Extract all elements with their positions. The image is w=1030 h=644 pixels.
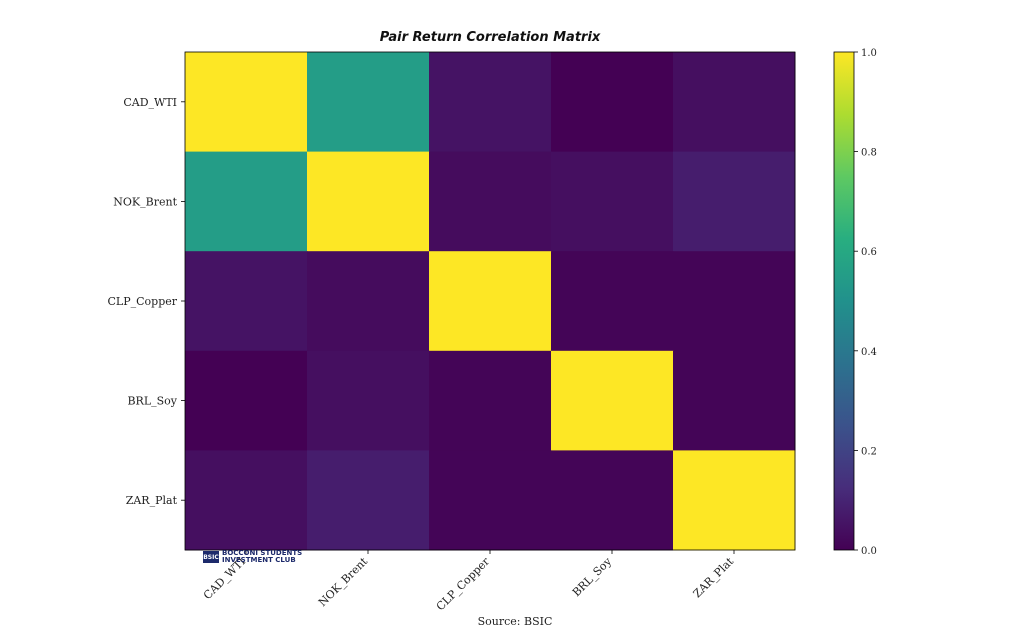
heatmap-cell-brl_soy-brl_soy [551,350,674,451]
logo-text: BOCCONI STUDENTS INVESTMENT CLUB [222,550,302,564]
heatmap-cell-cad_wti-brl_soy [551,52,674,153]
colorbar-tick-label: 1.0 [861,48,877,59]
logo-line-1: BOCCONI STUDENTS [222,549,303,557]
colorbar-tick-label: 0.6 [861,247,877,258]
heatmap-cell-cad_wti-zar_plat [673,52,796,153]
heatmap-cells [185,52,796,551]
colorbar-tick-label: 0.8 [861,148,877,159]
logo-mark: BSIC [203,551,219,563]
heatmap-cell-zar_plat-zar_plat [673,450,796,551]
heatmap-cell-zar_plat-clp_copper [429,450,552,551]
heatmap-cell-cad_wti-nok_brent [307,52,430,153]
colorbar [833,51,855,551]
y-tick-label: ZAR_Plat [126,494,178,507]
heatmap-cell-brl_soy-clp_copper [429,350,552,451]
x-tick-label: BRL_Soy [570,554,615,599]
heatmap-cell-clp_copper-cad_wti [185,251,308,352]
heatmap-cell-nok_brent-nok_brent [307,151,430,252]
colorbar-tick-label: 0.4 [861,347,877,358]
heatmap-cell-zar_plat-nok_brent [307,450,430,551]
heatmap-cell-brl_soy-nok_brent [307,350,430,451]
y-tick-label: NOK_Brent [113,195,177,208]
y-tick-label: CAD_WTI [123,96,177,109]
heatmap-cell-brl_soy-zar_plat [673,350,796,451]
heatmap-cell-cad_wti-cad_wti [185,52,308,153]
heatmap-cell-clp_copper-clp_copper [429,251,552,352]
colorbar-tick-label: 0.0 [861,546,877,557]
heatmap-cell-cad_wti-clp_copper [429,52,552,153]
heatmap-cell-nok_brent-zar_plat [673,151,796,252]
colorbar-tick-label: 0.2 [861,446,877,457]
x-tick-label: CLP_Copper [434,554,493,613]
heatmap-cell-nok_brent-cad_wti [185,151,308,252]
logo-line-2: INVESTMENT CLUB [222,556,296,564]
y-tick-label: CLP_Copper [107,295,177,308]
source-note: Source: BSIC [477,615,553,628]
heatmap-cell-clp_copper-nok_brent [307,251,430,352]
colorbar-axis: 0.0 0.2 0.4 0.6 0.8 1.0 [854,48,877,557]
heatmap-cell-nok_brent-clp_copper [429,151,552,252]
heatmap-cell-nok_brent-brl_soy [551,151,674,252]
heatmap-cell-brl_soy-cad_wti [185,350,308,451]
heatmap-cell-clp_copper-zar_plat [673,251,796,352]
heatmap-cell-zar_plat-brl_soy [551,450,674,551]
y-tick-label: BRL_Soy [127,395,177,408]
x-tick-label: ZAR_Plat [691,555,737,601]
heatmap-cell-clp_copper-brl_soy [551,251,674,352]
heatmap-cell-zar_plat-cad_wti [185,450,308,551]
x-tick-label: NOK_Brent [316,555,371,610]
bsic-logo: BSIC BOCCONI STUDENTS INVESTMENT CLUB [203,548,302,566]
y-axis: CAD_WTI NOK_Brent CLP_Copper BRL_Soy ZAR_Pla… [107,96,185,507]
chart-title: Pair Return Correlation Matrix [379,30,601,45]
